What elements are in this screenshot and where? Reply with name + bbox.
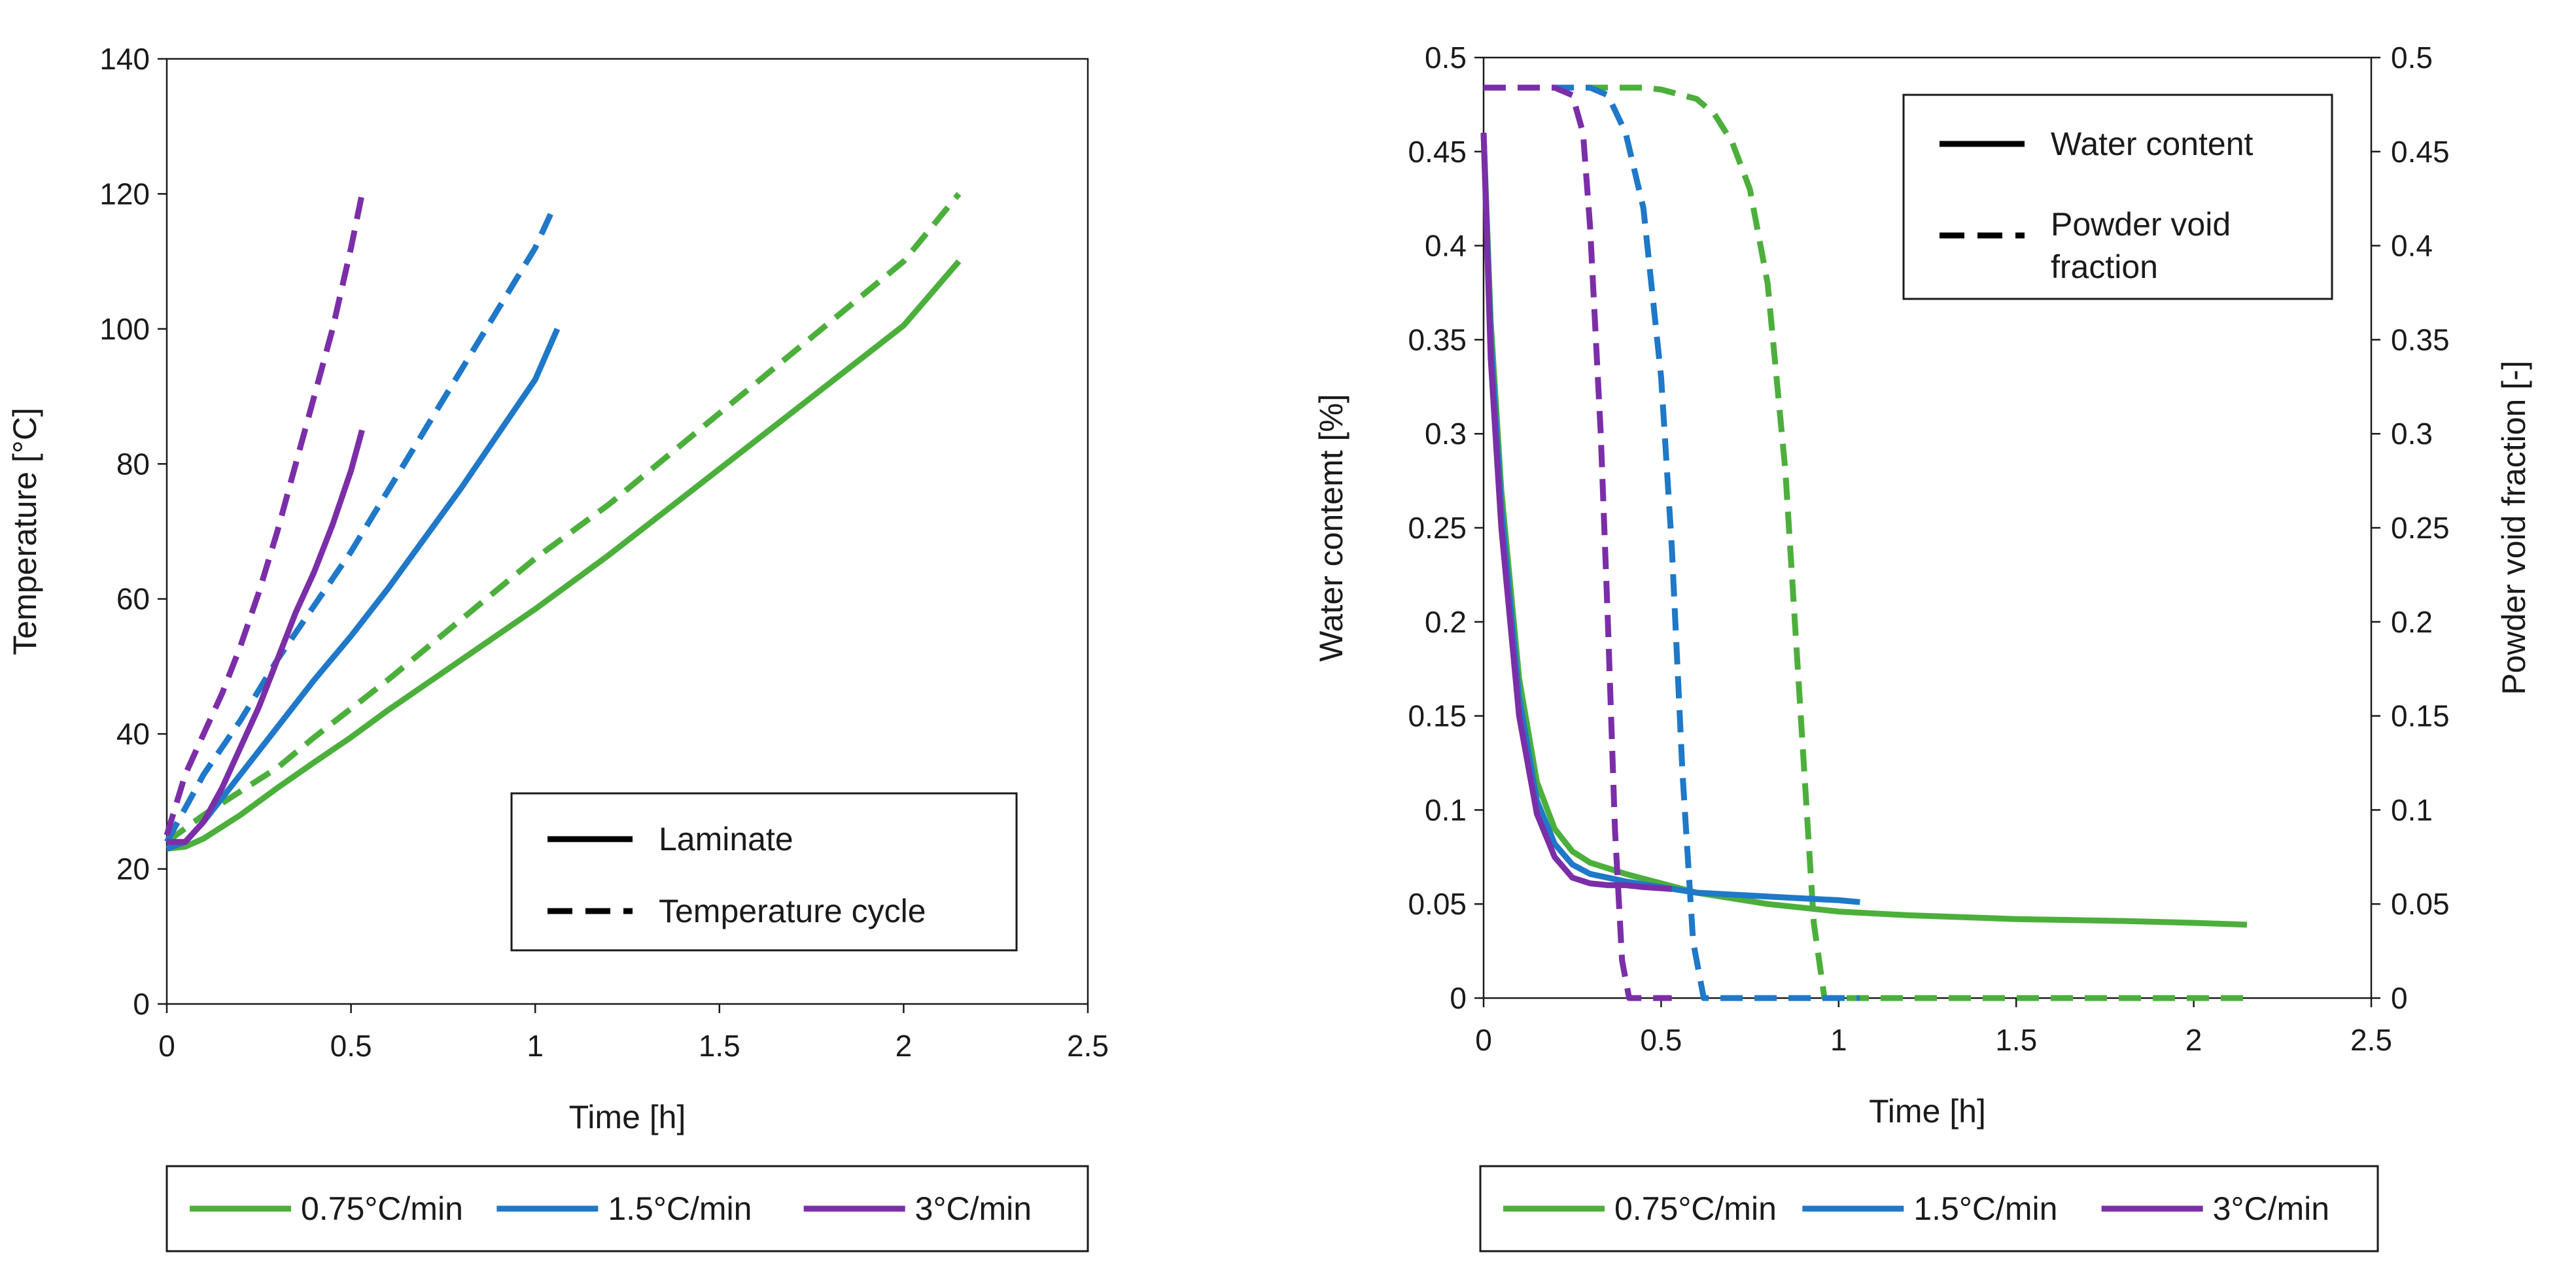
y-tick-label: 0.1 (1425, 793, 1467, 827)
series-line-4 (1480, 132, 1673, 892)
style-legend-label: fraction (2051, 249, 2158, 285)
x-tick-label: 0.5 (330, 1029, 372, 1063)
y-tick-label: 0 (1450, 981, 1467, 1015)
series-line-0 (166, 259, 962, 852)
color-legend-box (1479, 1165, 2379, 1252)
y2-tick-label: 0.5 (2391, 41, 2433, 75)
y-tick-label: 20 (116, 852, 150, 886)
x-tick-label: 1 (527, 1029, 544, 1063)
style-legend-label: Powder void (2051, 206, 2231, 243)
series-line-4 (167, 429, 365, 845)
color-legend-label: 3°C/min (2213, 1190, 2329, 1227)
y2-tick-label: 0.05 (2391, 887, 2450, 921)
y-tick-label: 140 (99, 42, 150, 76)
x-tick-label: 2 (2185, 1023, 2202, 1057)
y2-tick-label: 0.4 (2391, 229, 2433, 263)
series-line-1 (1484, 84, 2247, 1001)
y-tick-label: 0 (133, 987, 150, 1021)
x-tick-label: 1 (1830, 1023, 1847, 1057)
y-tick-label: 120 (99, 177, 150, 211)
y-tick-label: 0.35 (1408, 322, 1467, 356)
y-tick-label: 0.3 (1425, 417, 1467, 451)
water-content-chart: 0 00.05 0.050.1 0.10.15 0.150.2 0.20.25 0.250.… (1313, 41, 2532, 1252)
y-axis-label: Temperature [°C] (7, 407, 43, 655)
y2-tick-label: 0.2 (2391, 605, 2433, 639)
color-legend-box (165, 1165, 1089, 1252)
y-tick-label: 0.25 (1408, 511, 1467, 545)
x-tick-label: 2 (896, 1029, 913, 1063)
x-tick-label: 1.5 (1995, 1023, 2037, 1057)
x-axis-label: Time [h] (569, 1099, 686, 1135)
color-legend-label: 0.75°C/min (301, 1190, 463, 1227)
x-tick-label: 0.5 (1640, 1023, 1682, 1057)
y2-tick-label: 0.3 (2391, 417, 2433, 451)
x-axis-label: Time [h] (1869, 1093, 1986, 1130)
color-legend-label: 0.75°C/min (1614, 1190, 1777, 1227)
x-tick-label: 0 (158, 1029, 175, 1063)
style-legend-label: Water content (2051, 126, 2254, 162)
y-tick-label: 0.2 (1425, 605, 1467, 639)
x-tick-label: 0 (1475, 1023, 1492, 1057)
y-axis-label: Water contemt [%] (1313, 394, 1349, 661)
series-line-3 (1484, 84, 1860, 1001)
y2-tick-label: 0.15 (2391, 699, 2450, 733)
y2-tick-label: 0.45 (2391, 135, 2450, 169)
x-tick-label: 1.5 (699, 1029, 740, 1063)
series-line-5 (164, 193, 365, 837)
x-tick-label: 2.5 (1067, 1029, 1109, 1063)
style-legend-box (510, 792, 1018, 952)
color-legend-label: 3°C/min (915, 1190, 1032, 1227)
y-tick-label: 40 (116, 717, 150, 751)
y-tick-label: 60 (116, 582, 150, 616)
y-tick-label: 0.15 (1408, 699, 1467, 733)
y-tick-label: 0.5 (1425, 41, 1467, 75)
style-legend-label: Laminate (659, 821, 793, 857)
y2-axis-label: Powder void fraction [-] (2496, 360, 2532, 695)
color-legend-label: 1.5°C/min (1913, 1190, 2057, 1227)
plot-frame (165, 58, 1089, 1005)
y-tick-label: 100 (99, 312, 150, 346)
temperature-chart: 0 20 40 60 80 100 120 140 0 0.5 1 1.5 2 2.5 Time [h] Te… (7, 42, 1109, 1252)
style-legend-box (1902, 94, 2333, 300)
y-tick-label: 0.05 (1408, 887, 1467, 921)
y-tick-label: 0.45 (1408, 135, 1467, 169)
style-legend-label: Temperature cycle (659, 893, 926, 929)
y-tick-label: 0.4 (1425, 229, 1467, 263)
series-line-5 (1484, 84, 1672, 1001)
series-line-3 (164, 206, 557, 844)
series-line-1 (165, 192, 962, 844)
y2-tick-label: 0 (2391, 981, 2408, 1015)
y2-tick-label: 0.1 (2391, 793, 2433, 827)
y2-tick-label: 0.35 (2391, 322, 2450, 356)
y2-tick-label: 0.25 (2391, 511, 2450, 545)
color-legend-label: 1.5°C/min (608, 1190, 752, 1227)
y-tick-label: 80 (116, 447, 150, 481)
x-tick-label: 2.5 (2350, 1023, 2392, 1057)
